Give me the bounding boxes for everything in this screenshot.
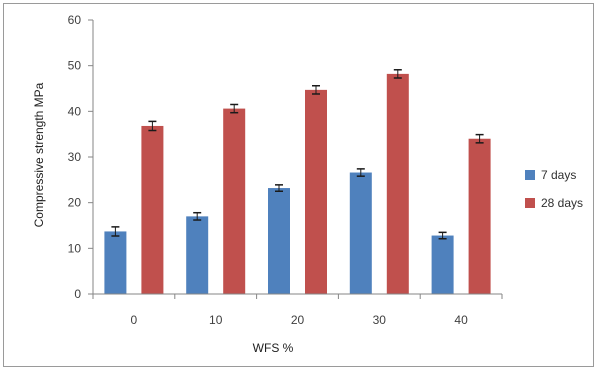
legend: 7 days 28 days [525, 168, 583, 210]
x-axis-title: WFS % [253, 341, 294, 355]
bar [349, 172, 372, 294]
y-tick-label: 10 [68, 241, 82, 255]
legend-swatch [525, 198, 535, 208]
x-tick-label: 40 [454, 313, 468, 327]
legend-swatch [525, 170, 535, 180]
y-axis-title: Compressive strength MPa [32, 82, 46, 227]
axes-group [92, 20, 502, 295]
bar [431, 235, 454, 294]
bar [186, 216, 209, 294]
bar [268, 188, 290, 294]
bar [104, 231, 127, 294]
y-tick-label: 60 [68, 13, 82, 27]
x-tick-label: 30 [373, 313, 387, 327]
y-tick-label: 0 [74, 287, 81, 301]
y-tick-label: 30 [68, 150, 82, 164]
x-tick-label: 0 [131, 313, 138, 327]
legend-label: 28 days [541, 196, 583, 210]
bar [223, 108, 246, 295]
y-axis-ticks: 0 10 20 30 40 50 60 [68, 13, 93, 301]
bar [141, 125, 164, 295]
bars-group [104, 69, 491, 295]
legend-label: 7 days [541, 168, 576, 182]
y-tick-label: 20 [68, 196, 82, 210]
y-tick-label: 50 [68, 59, 82, 73]
bar [468, 138, 491, 294]
x-tick-label: 20 [291, 313, 305, 327]
bar [386, 73, 409, 295]
bar [305, 89, 327, 295]
y-tick-label: 40 [68, 104, 82, 118]
x-tick-label: 10 [209, 313, 223, 327]
x-axis-ticks: 0 10 20 30 40 [92, 294, 503, 327]
chart-frame [3, 3, 594, 367]
